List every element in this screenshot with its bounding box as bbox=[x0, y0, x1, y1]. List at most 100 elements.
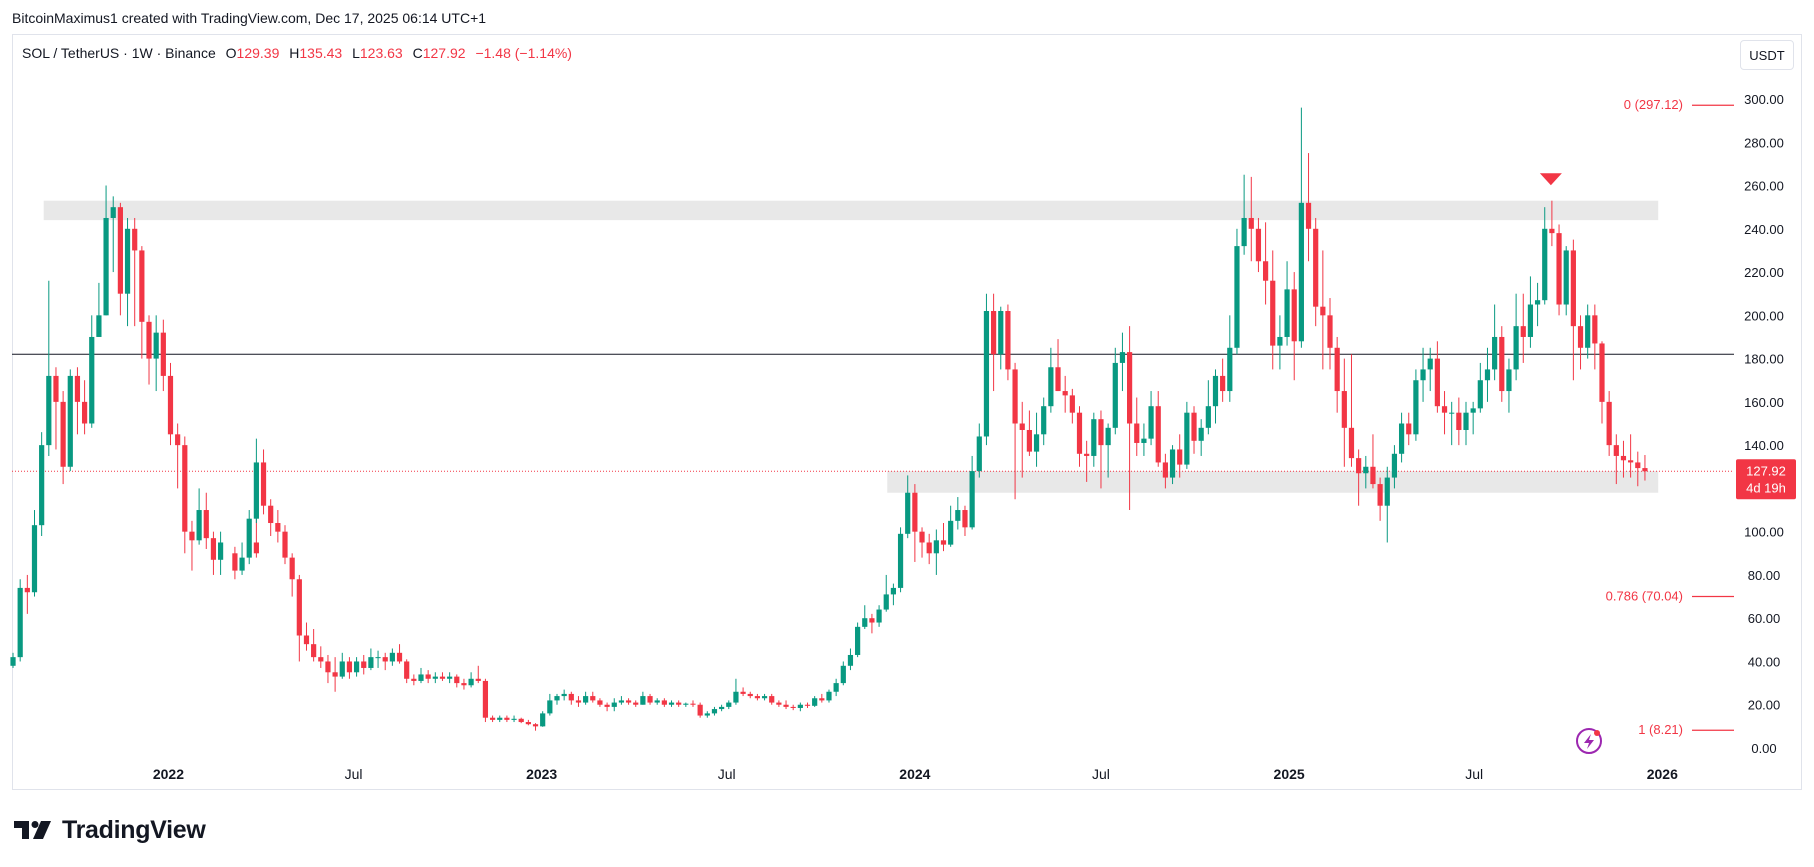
zones-layer bbox=[43, 200, 1659, 493]
candle bbox=[547, 693, 553, 716]
candle-body bbox=[217, 542, 224, 560]
candle bbox=[1048, 347, 1054, 413]
candle-body bbox=[905, 492, 911, 534]
candle-body bbox=[948, 520, 954, 545]
candle bbox=[1255, 217, 1262, 273]
candle-body bbox=[1005, 311, 1011, 370]
candle bbox=[1327, 298, 1333, 370]
candle-body bbox=[819, 698, 825, 701]
candle bbox=[518, 717, 524, 724]
candle-body bbox=[1398, 423, 1405, 454]
candle bbox=[733, 678, 739, 705]
candle bbox=[847, 648, 854, 671]
candle bbox=[1427, 347, 1433, 392]
candle-body bbox=[890, 587, 897, 595]
candle bbox=[46, 280, 52, 456]
time-tick-label: 2022 bbox=[153, 766, 184, 782]
candle-body bbox=[1570, 250, 1576, 327]
candle-body bbox=[389, 652, 395, 662]
candle bbox=[1069, 388, 1075, 424]
candle bbox=[676, 700, 682, 707]
candle bbox=[361, 654, 367, 675]
candle bbox=[1270, 250, 1276, 370]
candle bbox=[983, 293, 990, 446]
candle-body bbox=[160, 332, 166, 376]
candle bbox=[976, 423, 982, 478]
legend-close-value: 127.92 bbox=[422, 45, 466, 61]
candle-body bbox=[39, 445, 45, 526]
candle bbox=[311, 629, 317, 662]
candle bbox=[1162, 453, 1168, 489]
candle-body bbox=[783, 704, 789, 707]
lightning-icon[interactable] bbox=[1576, 728, 1602, 754]
fib-level-label: 1 (8.21) bbox=[1638, 722, 1683, 737]
candle-body bbox=[432, 676, 438, 679]
candle-body bbox=[876, 609, 882, 623]
tradingview-brand[interactable]: TradingView bbox=[14, 816, 206, 844]
candle-body bbox=[425, 674, 431, 679]
candle bbox=[132, 217, 138, 327]
candle bbox=[461, 678, 467, 690]
candle bbox=[268, 499, 274, 536]
support-zone bbox=[887, 471, 1659, 493]
candle-body bbox=[275, 523, 281, 532]
time-tick-label: Jul bbox=[1092, 766, 1110, 782]
legend-open-value: 129.39 bbox=[236, 45, 280, 61]
chart-pane[interactable] bbox=[12, 34, 1802, 790]
candle-body bbox=[1091, 419, 1097, 456]
candle bbox=[396, 644, 403, 664]
candle bbox=[239, 542, 245, 575]
candle-body bbox=[532, 724, 539, 727]
candle bbox=[1277, 315, 1283, 370]
candle bbox=[883, 574, 889, 612]
candle bbox=[840, 661, 846, 686]
candle bbox=[1377, 477, 1383, 521]
candle-body bbox=[1556, 233, 1562, 305]
candle bbox=[740, 687, 746, 697]
candle-body bbox=[246, 518, 252, 558]
candle bbox=[554, 693, 560, 705]
currency-button[interactable]: USDT bbox=[1740, 40, 1794, 70]
candle-body bbox=[1291, 289, 1297, 342]
candle-body bbox=[1370, 466, 1376, 485]
candle bbox=[489, 715, 496, 723]
candle bbox=[1026, 410, 1032, 456]
candle-body bbox=[1162, 462, 1168, 478]
candle bbox=[668, 700, 675, 707]
candle-body bbox=[812, 698, 818, 706]
candle-body bbox=[955, 510, 961, 521]
candle-body bbox=[1262, 261, 1269, 281]
candle-body bbox=[439, 676, 446, 679]
candle bbox=[139, 246, 145, 359]
candle-body bbox=[618, 700, 625, 703]
candle bbox=[146, 315, 152, 385]
time-tick-label: Jul bbox=[1465, 766, 1483, 782]
candle bbox=[704, 711, 710, 718]
candle-body bbox=[1484, 369, 1491, 381]
candle bbox=[618, 696, 625, 705]
candle-body bbox=[1534, 300, 1541, 305]
candle bbox=[1119, 332, 1126, 392]
price-tick-label: 180.00 bbox=[1744, 352, 1784, 367]
candle bbox=[1592, 304, 1598, 370]
candle bbox=[339, 652, 345, 679]
candle bbox=[368, 648, 374, 671]
candle-body bbox=[346, 661, 353, 673]
candle-body bbox=[17, 587, 23, 658]
candle bbox=[1477, 362, 1483, 413]
candle bbox=[511, 715, 517, 723]
candle-body bbox=[1427, 358, 1433, 370]
candle bbox=[1434, 341, 1440, 413]
candle-body bbox=[1177, 449, 1183, 465]
candle-body bbox=[525, 722, 531, 725]
candle bbox=[1155, 391, 1161, 467]
candle-body bbox=[504, 717, 510, 720]
candle bbox=[1291, 272, 1297, 381]
candle-body bbox=[1026, 429, 1032, 452]
candle bbox=[1620, 440, 1627, 478]
legend-symbol[interactable]: SOL / TetherUS · 1W · Binance bbox=[22, 45, 216, 61]
candle bbox=[504, 715, 510, 723]
candle-body bbox=[1184, 412, 1190, 465]
candle-body bbox=[604, 704, 610, 707]
